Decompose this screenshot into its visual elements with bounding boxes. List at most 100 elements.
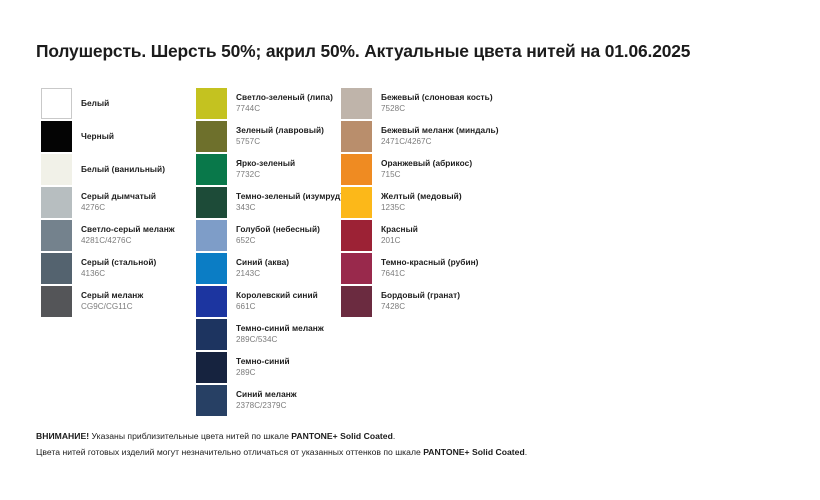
color-name: Серый (стальной) (81, 257, 157, 268)
swatch-labels: Белый (ванильный) (81, 154, 165, 185)
color-swatch (196, 286, 227, 317)
pantone-code: 7528C (381, 104, 406, 114)
swatch-labels: Королевский синий 661C (236, 286, 318, 317)
pantone-code: 4136C (81, 269, 106, 279)
swatch-row: Синий (аква) 2143C (196, 253, 346, 286)
color-name: Белый (ванильный) (81, 163, 166, 174)
color-swatch (196, 121, 227, 152)
pantone-code: 5757C (236, 137, 261, 147)
pantone-code: 7641C (381, 269, 406, 279)
swatch-row: Бордовый (гранат) 7428C (341, 286, 541, 319)
color-swatch (41, 253, 72, 284)
pantone-code: 715C (381, 170, 401, 180)
disclaimer-line-2-text: Цвета нитей готовых изделий могут незнач… (36, 446, 424, 457)
pantone-code: 289C/534C (236, 335, 278, 345)
color-swatch (196, 88, 227, 119)
swatch-labels: Серый дымчатый 4276C (81, 187, 156, 218)
color-swatch (196, 352, 227, 383)
swatch-row: Серый меланж CG9C/CG11C (41, 286, 201, 319)
swatch-row: Бежевый (слоновая кость) 7528C (341, 88, 541, 121)
swatch-labels: Ярко-зеленый 7732C (236, 154, 295, 185)
color-name: Темно-синий (236, 356, 290, 367)
swatch-row: Красный 201C (341, 220, 541, 253)
swatch-row: Серый (стальной) 4136C (41, 253, 201, 286)
color-name: Белый (81, 97, 110, 108)
pantone-code: 4276C (81, 203, 106, 213)
swatch-row: Синий меланж 2378C/2379C (196, 385, 346, 418)
color-name: Оранжевый (абрикос) (381, 158, 473, 169)
color-name: Желтый (медовый) (381, 191, 462, 202)
swatch-labels: Красный 201C (381, 220, 418, 251)
swatch-labels: Белый (81, 88, 109, 119)
swatch-row: Зеленый (лавровый) 5757C (196, 121, 346, 154)
color-swatch (341, 121, 372, 152)
swatch-column-1: Белый Черный Белый (ванильный) Серый дымчат… (41, 88, 201, 319)
color-swatch (41, 286, 72, 317)
color-swatch (196, 385, 227, 416)
disclaimer-line-2: Цвета нитей готовых изделий могут незнач… (36, 445, 527, 461)
color-swatch (196, 220, 227, 251)
swatch-labels: Черный (81, 121, 114, 152)
color-swatch (341, 154, 372, 185)
color-name: Ярко-зеленый (236, 158, 296, 169)
swatch-row: Серый дымчатый 4276C (41, 187, 201, 220)
pantone-code: 7428C (381, 302, 406, 312)
page-title: Полушерсть. Шерсть 50%; акрил 50%. Актуа… (36, 41, 691, 61)
color-swatch (341, 220, 372, 251)
color-name: Черный (81, 130, 115, 141)
swatch-row: Светло-серый меланж 4281C/4276C (41, 220, 201, 253)
pantone-code: 1235C (381, 203, 406, 213)
color-swatch (196, 154, 227, 185)
color-name: Темно-синий меланж (236, 323, 324, 334)
pantone-code: 652C (236, 236, 256, 246)
swatch-labels: Темно-зеленый (изумруд) 343C (236, 187, 343, 218)
color-swatch (196, 187, 227, 218)
color-name: Бежевый меланж (миндаль) (381, 125, 499, 136)
swatch-labels: Желтый (медовый) 1235C (381, 187, 462, 218)
color-name: Светло-зеленый (липа) (236, 92, 333, 103)
swatch-row: Темно-синий меланж 289C/534C (196, 319, 346, 352)
color-swatch (41, 187, 72, 218)
color-swatch (41, 154, 72, 185)
pantone-code: 201C (381, 236, 401, 246)
swatch-row: Бежевый меланж (миндаль) 2471C/4267C (341, 121, 541, 154)
disclaimer-line-2-end: . (524, 446, 528, 457)
swatch-row: Оранжевый (абрикос) 715C (341, 154, 541, 187)
disclaimer-line-1: ВНИМАНИЕ! Указаны приблизительные цвета … (36, 429, 527, 445)
color-name: Голубой (небесный) (236, 224, 320, 235)
color-swatch (341, 253, 372, 284)
swatch-row: Королевский синий 661C (196, 286, 346, 319)
swatch-labels: Темно-синий меланж 289C/534C (236, 319, 324, 350)
pantone-brand-2: PANTONE+ Solid Coated (423, 446, 525, 457)
swatch-column-2: Светло-зеленый (липа) 7744C Зеленый (лавро… (196, 88, 346, 418)
color-swatch (196, 319, 227, 350)
swatch-labels: Бежевый (слоновая кость) 7528C (381, 88, 493, 119)
swatch-labels: Голубой (небесный) 652C (236, 220, 320, 251)
swatch-row: Белый (41, 88, 201, 121)
swatch-labels: Синий меланж 2378C/2379C (236, 385, 297, 416)
disclaimer-note: ВНИМАНИЕ! Указаны приблизительные цвета … (36, 429, 527, 460)
swatch-labels: Бордовый (гранат) 7428C (381, 286, 460, 317)
color-name: Красный (381, 224, 418, 235)
disclaimer-line-1-text: Указаны приблизительные цвета нитей по ш… (89, 431, 292, 441)
color-swatch (341, 88, 372, 119)
color-name: Королевский синий (236, 290, 318, 301)
color-swatch (41, 220, 72, 251)
pantone-code: 2143C (236, 269, 261, 279)
pantone-brand-1: PANTONE+ Solid Coated (291, 431, 393, 441)
swatch-row: Темно-зеленый (изумруд) 343C (196, 187, 346, 220)
swatch-row: Черный (41, 121, 201, 154)
pantone-code: 289C (236, 368, 256, 378)
swatch-labels: Темно-синий 289C (236, 352, 290, 383)
color-swatch (341, 187, 372, 218)
color-name: Темно-красный (рубин) (381, 257, 479, 268)
color-name: Серый меланж (81, 290, 144, 301)
color-name: Темно-зеленый (изумруд) (236, 191, 344, 202)
color-name: Светло-серый меланж (81, 224, 175, 235)
swatch-labels: Темно-красный (рубин) 7641C (381, 253, 478, 284)
swatch-row: Темно-красный (рубин) 7641C (341, 253, 541, 286)
pantone-code: 2471C/4267C (381, 137, 432, 147)
pantone-code: 7744C (236, 104, 261, 114)
swatch-row: Желтый (медовый) 1235C (341, 187, 541, 220)
